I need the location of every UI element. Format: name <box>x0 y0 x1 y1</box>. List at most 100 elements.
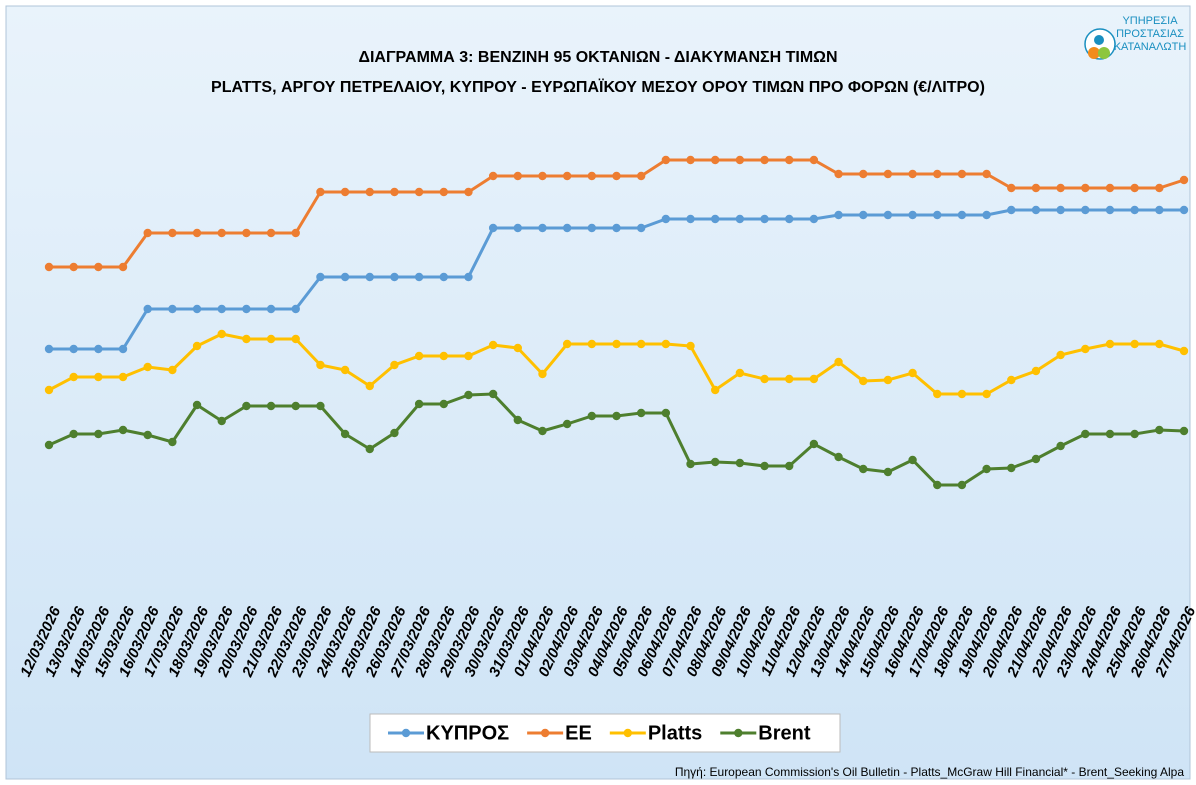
legend-label: ΕΕ <box>565 722 592 744</box>
point <box>562 223 572 233</box>
point <box>192 304 202 314</box>
point <box>69 429 78 439</box>
point <box>1130 339 1139 349</box>
legend-marker <box>401 728 411 738</box>
point <box>94 262 103 272</box>
point <box>735 458 745 468</box>
point <box>340 365 350 375</box>
logo-dot <box>1098 47 1110 59</box>
point <box>562 339 572 349</box>
point <box>908 210 917 220</box>
point <box>1081 205 1090 215</box>
point <box>192 341 202 351</box>
point <box>661 408 671 418</box>
point <box>1056 441 1065 451</box>
point <box>1179 346 1189 356</box>
point <box>94 344 103 354</box>
point <box>439 351 448 361</box>
point <box>587 411 597 421</box>
point <box>859 169 868 179</box>
point <box>661 339 671 349</box>
point <box>809 155 819 165</box>
point <box>883 375 893 385</box>
point <box>1130 183 1139 193</box>
point <box>1105 183 1115 193</box>
point <box>513 343 523 353</box>
point <box>933 389 942 399</box>
legend-marker <box>734 728 743 738</box>
point <box>513 415 523 425</box>
logo-text: ΥΠΗΡΕΣΙΑ <box>1122 15 1178 27</box>
point <box>118 425 128 435</box>
point <box>439 187 448 197</box>
point <box>439 272 448 282</box>
point <box>94 429 103 439</box>
point <box>686 341 695 351</box>
logo-text: ΚΑΤΑΝΑΛΩΤΗ <box>1114 41 1187 53</box>
point <box>69 372 78 382</box>
point <box>414 399 424 409</box>
point <box>834 357 843 367</box>
point <box>365 444 374 454</box>
point <box>908 368 917 378</box>
legend-label: Platts <box>648 722 702 744</box>
point <box>340 187 350 197</box>
point <box>612 339 621 349</box>
point <box>1105 339 1115 349</box>
point <box>710 385 720 395</box>
point <box>636 171 646 181</box>
point <box>217 228 226 238</box>
source-note: Πηγή: European Commission's Oil Bulletin… <box>675 765 1184 779</box>
point <box>513 171 523 181</box>
logo-dot <box>1088 47 1100 59</box>
point <box>809 214 819 224</box>
point <box>217 329 226 339</box>
point <box>291 304 300 314</box>
point <box>464 187 473 197</box>
point <box>266 228 276 238</box>
point <box>809 439 819 449</box>
point <box>834 452 843 462</box>
point <box>859 464 868 474</box>
logo-text: ΠΡΟΣΤΑΣΙΑΣ <box>1116 28 1184 40</box>
point <box>538 171 547 181</box>
legend-label: Brent <box>758 722 811 744</box>
point <box>562 171 572 181</box>
point <box>982 210 991 220</box>
point <box>1056 205 1065 215</box>
legend-box <box>369 713 841 753</box>
point <box>686 155 695 165</box>
point <box>414 351 424 361</box>
point <box>266 401 276 411</box>
point <box>1031 454 1041 464</box>
point <box>316 187 325 197</box>
point <box>686 459 695 469</box>
logo: ΥΠΗΡΕΣΙΑ ΠΡΟΣΤΑΣΙΑΣ ΚΑΤΑΝΑΛΩΤΗ <box>1084 15 1187 60</box>
point <box>1081 429 1090 439</box>
point <box>735 368 745 378</box>
point <box>1155 339 1164 349</box>
point <box>488 171 498 181</box>
point <box>612 411 621 421</box>
point <box>143 228 152 238</box>
point <box>785 461 794 471</box>
point <box>982 169 991 179</box>
point <box>365 381 374 391</box>
point <box>1081 183 1090 193</box>
point <box>538 223 547 233</box>
point <box>612 171 621 181</box>
point <box>192 400 202 410</box>
point <box>1155 205 1164 215</box>
point <box>1130 205 1139 215</box>
point <box>957 480 967 490</box>
point <box>710 214 720 224</box>
point <box>1031 366 1041 376</box>
point <box>661 214 671 224</box>
point <box>217 304 226 314</box>
point <box>291 334 300 344</box>
point <box>69 344 78 354</box>
point <box>735 155 745 165</box>
point <box>44 344 54 354</box>
legend-marker <box>540 728 550 738</box>
point <box>390 272 399 282</box>
